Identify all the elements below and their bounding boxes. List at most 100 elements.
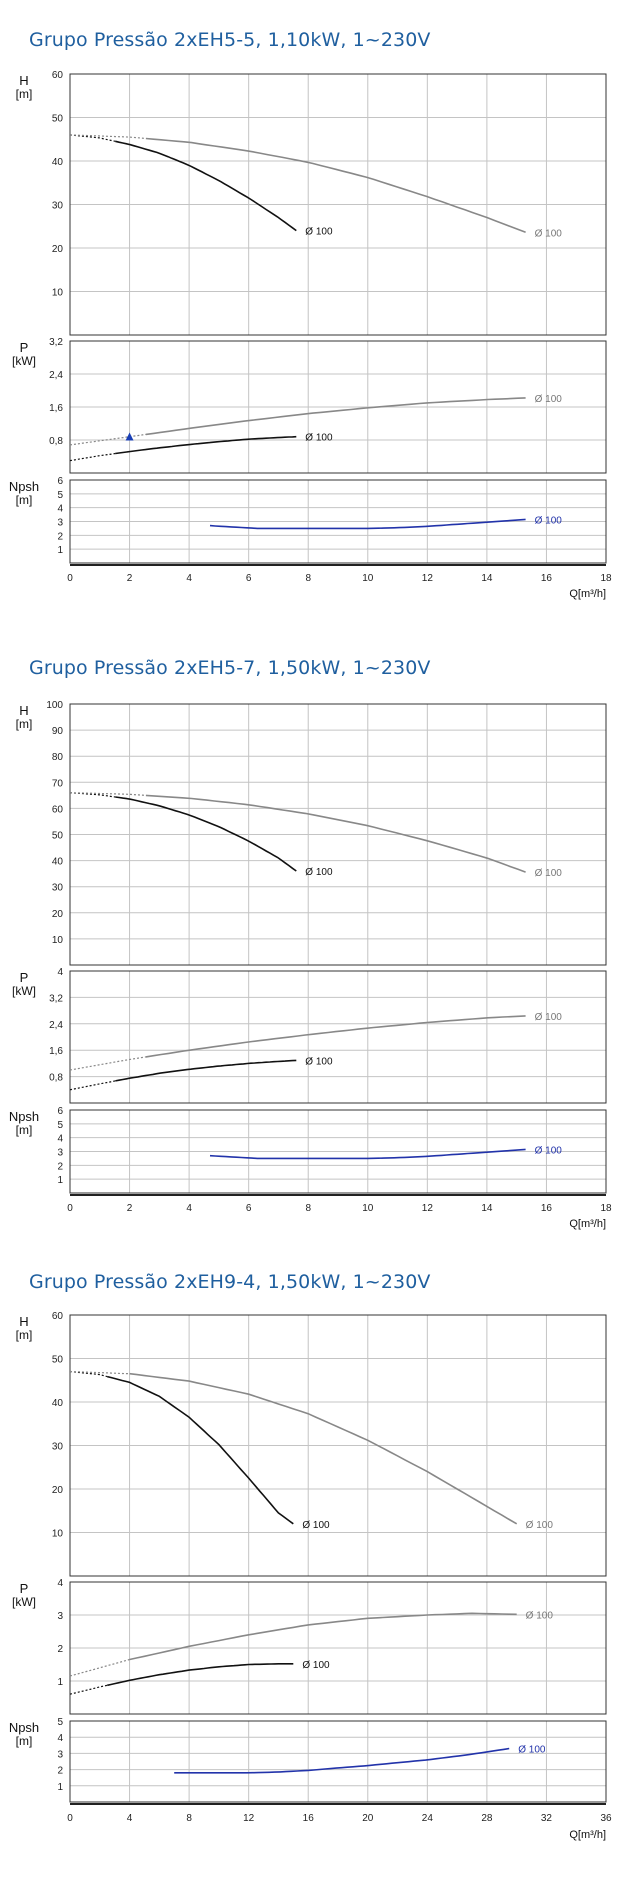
x-axis-label: Q[m³/h] <box>569 1829 606 1841</box>
y-axis-unit: [m] <box>16 1734 33 1748</box>
x-tick-label: 4 <box>127 1813 133 1824</box>
y-tick-label: 6 <box>57 1106 63 1117</box>
y-axis-label: Npsh <box>9 1720 39 1735</box>
curve-series <box>145 397 526 436</box>
y-tick-label: 50 <box>52 831 64 842</box>
y-tick-label: 90 <box>52 726 64 737</box>
x-tick-label: 8 <box>305 1203 311 1214</box>
y-tick-label: 30 <box>52 1442 64 1453</box>
y-axis-unit: [m] <box>16 87 33 101</box>
x-tick-label: 28 <box>481 1813 493 1824</box>
y-axis-label: H <box>19 73 28 88</box>
curve-series <box>145 137 526 234</box>
x-tick-label: 2 <box>127 573 133 584</box>
x-tick-label: 36 <box>600 1813 612 1824</box>
panel-frame <box>69 73 607 336</box>
y-tick-label: 4 <box>57 1578 63 1589</box>
x-tick-label: 12 <box>422 1203 434 1214</box>
y-tick-label: 2 <box>57 531 63 542</box>
y-tick-label: 10 <box>52 935 64 946</box>
y-tick-label: 50 <box>52 1355 64 1366</box>
curve-series <box>115 796 297 872</box>
series-label: Ø 100 <box>526 1520 554 1531</box>
series-label: Ø 100 <box>535 228 563 239</box>
panel-frame <box>69 703 607 966</box>
panel-frame <box>69 340 607 474</box>
y-axis-unit: [kW] <box>12 1595 36 1609</box>
y-tick-label: 100 <box>46 700 63 711</box>
curve-series <box>115 140 297 232</box>
x-tick-label: 18 <box>600 1203 612 1214</box>
y-tick-label: 0,8 <box>49 1073 63 1084</box>
y-tick-label: 1 <box>57 1782 63 1793</box>
y-axis-unit: [m] <box>16 1328 33 1342</box>
y-tick-label: 4 <box>57 1134 63 1145</box>
x-tick-label: 6 <box>246 573 252 584</box>
y-axis-label: P <box>20 340 29 355</box>
y-tick-label: 3 <box>57 1749 63 1760</box>
x-tick-label: 6 <box>246 1203 252 1214</box>
y-tick-label: 60 <box>52 1311 64 1322</box>
curve-series <box>129 1372 518 1525</box>
y-tick-label: 4 <box>57 504 63 515</box>
curve-series-dashed <box>69 792 146 796</box>
x-tick-label: 16 <box>541 573 553 584</box>
y-tick-label: 1 <box>57 1175 63 1186</box>
y-axis-label: Npsh <box>9 1109 39 1124</box>
series-label: Ø 100 <box>305 227 333 238</box>
y-tick-label: 2 <box>57 1161 63 1172</box>
panel-frame <box>69 970 607 1104</box>
y-tick-label: 30 <box>52 201 64 212</box>
curve-series-dashed <box>69 1370 130 1375</box>
y-tick-label: 20 <box>52 1485 64 1496</box>
y-axis-label: P <box>20 970 29 985</box>
y-tick-label: 4 <box>57 1733 63 1744</box>
curve-series <box>115 435 297 455</box>
curve-series <box>209 1148 526 1160</box>
y-tick-label: 3 <box>57 1611 63 1622</box>
series-label: Ø 100 <box>535 394 563 405</box>
x-tick-label: 18 <box>600 573 612 584</box>
chart-block-2: Grupo Pressão 2xEH5-7, 1,50kW, 1~230V 10… <box>9 657 612 1230</box>
y-axis-unit: [m] <box>16 1123 33 1137</box>
y-tick-label: 10 <box>52 1529 64 1540</box>
y-tick-label: 0,8 <box>49 436 63 447</box>
curve-series <box>107 1375 294 1525</box>
x-tick-label: 10 <box>362 573 374 584</box>
y-tick-label: 5 <box>57 1717 63 1728</box>
x-tick-label: 12 <box>243 1813 255 1824</box>
curve-series <box>129 1612 517 1661</box>
y-tick-label: 40 <box>52 857 64 868</box>
y-axis-unit: [m] <box>16 493 33 507</box>
y-tick-label: 80 <box>52 752 64 763</box>
y-axis-unit: [kW] <box>12 984 36 998</box>
x-tick-label: 8 <box>186 1813 192 1824</box>
x-tick-label: 4 <box>186 573 192 584</box>
y-tick-label: 5 <box>57 490 63 501</box>
series-label: Ø 100 <box>518 1745 546 1756</box>
chart-title: Grupo Pressão 2xEH9-4, 1,50kW, 1~230V <box>29 1271 431 1293</box>
curve-series <box>115 1059 297 1082</box>
panel-frame <box>69 1720 607 1803</box>
chart-block-1: Grupo Pressão 2xEH5-5, 1,10kW, 1~230V 10… <box>0 0 624 600</box>
curve-series-dashed <box>69 792 116 798</box>
y-tick-label: 70 <box>52 778 64 789</box>
curve-series <box>145 794 526 873</box>
y-tick-label: 40 <box>52 1398 64 1409</box>
y-tick-label: 3,2 <box>49 337 63 348</box>
y-tick-label: 30 <box>52 883 64 894</box>
x-axis-label: Q[m³/h] <box>569 1218 606 1230</box>
x-tick-label: 14 <box>481 1203 493 1214</box>
y-axis-unit: [m] <box>16 717 33 731</box>
y-tick-label: 1,6 <box>49 403 63 414</box>
y-tick-label: 1,6 <box>49 1046 63 1057</box>
x-tick-label: 0 <box>67 573 73 584</box>
x-tick-label: 0 <box>67 1813 73 1824</box>
series-label: Ø 100 <box>526 1610 554 1621</box>
y-axis-label: Npsh <box>9 479 39 494</box>
curve-series-dashed <box>69 134 146 140</box>
curve-series-dashed <box>69 433 146 446</box>
